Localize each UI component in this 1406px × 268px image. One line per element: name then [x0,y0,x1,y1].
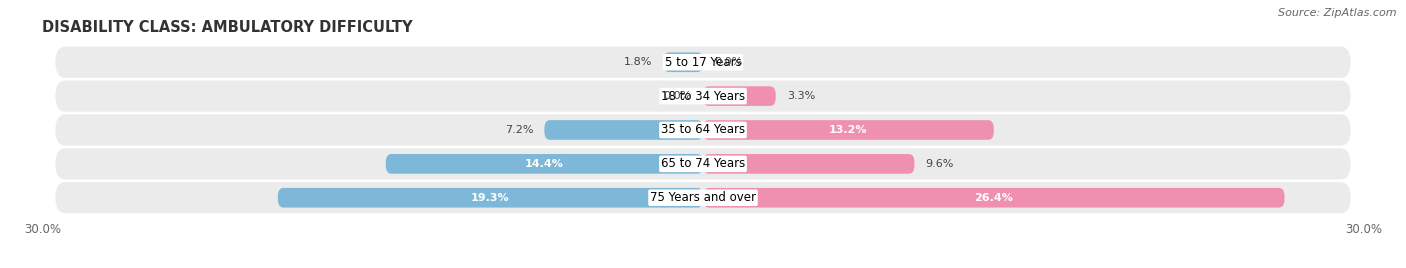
Text: 18 to 34 Years: 18 to 34 Years [661,90,745,103]
FancyBboxPatch shape [703,188,1285,207]
Text: 3.3%: 3.3% [787,91,815,101]
FancyBboxPatch shape [55,114,1351,146]
Text: DISABILITY CLASS: AMBULATORY DIFFICULTY: DISABILITY CLASS: AMBULATORY DIFFICULTY [42,20,413,35]
Text: 19.3%: 19.3% [471,193,510,203]
Text: 1.8%: 1.8% [624,57,652,67]
Text: 75 Years and over: 75 Years and over [650,191,756,204]
FancyBboxPatch shape [55,47,1351,78]
FancyBboxPatch shape [55,148,1351,180]
Text: 5 to 17 Years: 5 to 17 Years [665,56,741,69]
FancyBboxPatch shape [55,80,1351,112]
Text: 26.4%: 26.4% [974,193,1014,203]
Text: 7.2%: 7.2% [505,125,533,135]
FancyBboxPatch shape [703,154,914,174]
Text: 13.2%: 13.2% [830,125,868,135]
FancyBboxPatch shape [55,182,1351,213]
FancyBboxPatch shape [385,154,703,174]
Text: 65 to 74 Years: 65 to 74 Years [661,157,745,170]
Text: 0.0%: 0.0% [664,91,692,101]
Text: 14.4%: 14.4% [524,159,564,169]
Text: 0.0%: 0.0% [714,57,742,67]
Text: Source: ZipAtlas.com: Source: ZipAtlas.com [1278,8,1396,18]
FancyBboxPatch shape [278,188,703,207]
FancyBboxPatch shape [664,53,703,72]
Text: 9.6%: 9.6% [925,159,953,169]
FancyBboxPatch shape [703,86,776,106]
Text: 35 to 64 Years: 35 to 64 Years [661,124,745,136]
FancyBboxPatch shape [544,120,703,140]
FancyBboxPatch shape [703,120,994,140]
